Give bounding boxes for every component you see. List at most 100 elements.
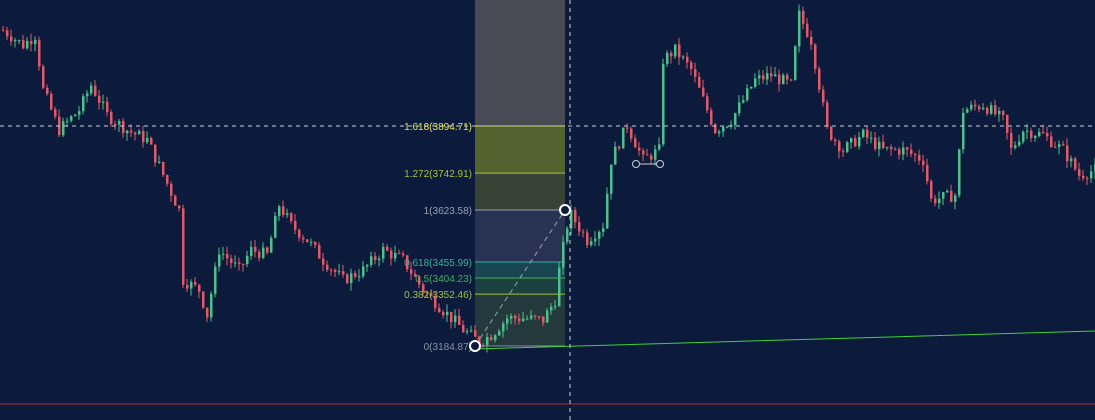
candle-body xyxy=(490,336,493,341)
candle-body xyxy=(670,52,673,57)
candle-body xyxy=(894,149,897,151)
candle-body xyxy=(142,130,145,143)
candle-body xyxy=(478,336,481,346)
candle-body xyxy=(642,150,645,155)
candle-body xyxy=(430,293,433,296)
candle-body xyxy=(566,228,569,242)
candle-body xyxy=(558,267,561,307)
candle-body xyxy=(954,195,957,202)
candle-body xyxy=(338,271,341,273)
candle-body xyxy=(570,209,573,229)
candle-body xyxy=(438,308,441,313)
candle-body xyxy=(462,325,465,333)
candle-body xyxy=(610,164,613,194)
candle-body xyxy=(510,315,513,319)
candle-body xyxy=(606,193,609,229)
candle-body xyxy=(974,104,977,107)
candle-body xyxy=(1038,131,1041,137)
candle-body xyxy=(1078,169,1081,176)
candle-body xyxy=(914,154,917,156)
fib-zone xyxy=(475,261,565,279)
candle-body xyxy=(878,141,881,150)
candle-body xyxy=(94,85,97,96)
candle-body xyxy=(714,124,717,134)
candle-body xyxy=(442,312,445,316)
candle-body xyxy=(342,271,345,275)
candle-body xyxy=(1042,131,1045,134)
candle-body xyxy=(690,62,693,70)
candle-body xyxy=(938,198,941,204)
candle-body xyxy=(26,40,29,49)
fib-zone xyxy=(475,210,565,262)
candle-body xyxy=(90,85,93,94)
candle-body xyxy=(110,112,113,124)
candle-body xyxy=(506,318,509,324)
candle-body xyxy=(830,126,833,140)
candle-body xyxy=(122,121,125,134)
candle-body xyxy=(634,138,637,148)
candle-body xyxy=(754,78,757,87)
candle-body xyxy=(242,263,245,265)
candle-body xyxy=(1062,144,1065,146)
candle-body xyxy=(1066,145,1069,162)
candle-body xyxy=(258,251,261,258)
fib-extension-zone xyxy=(475,0,565,127)
drawing-handle xyxy=(632,160,640,168)
candle-body xyxy=(118,121,121,125)
candle-body xyxy=(386,246,389,251)
candle-body xyxy=(546,310,549,323)
candle-body xyxy=(474,330,477,337)
candle-body xyxy=(10,36,13,42)
candle-body xyxy=(726,126,729,128)
candle-body xyxy=(234,262,237,264)
candle-body xyxy=(278,206,281,216)
fib-zone xyxy=(475,278,565,295)
candle-body xyxy=(782,75,785,85)
candle-body xyxy=(998,110,1001,115)
candle-body xyxy=(170,183,173,196)
candle-body xyxy=(834,139,837,142)
candle-body xyxy=(978,106,981,110)
candle-body xyxy=(662,63,665,145)
candle-body xyxy=(918,155,921,161)
candle-body xyxy=(970,104,973,110)
candle-body xyxy=(534,315,537,317)
candle-body xyxy=(2,30,5,32)
fib-anchor-handle[interactable] xyxy=(559,204,571,217)
candle-body xyxy=(706,96,709,111)
candle-body xyxy=(942,192,945,199)
candle-body xyxy=(422,284,425,293)
candle-body xyxy=(622,127,625,149)
candle-body xyxy=(362,266,365,277)
fib-anchor-handle[interactable] xyxy=(469,340,481,352)
candle-body xyxy=(1058,144,1061,148)
candle-body xyxy=(982,107,985,110)
candle-body xyxy=(130,130,133,133)
candle-body xyxy=(698,76,701,88)
candle-body xyxy=(378,258,381,260)
candle-body xyxy=(446,311,449,316)
candle-body xyxy=(854,138,857,147)
candle-body xyxy=(518,318,521,322)
candle-body xyxy=(590,241,593,246)
candle-body xyxy=(238,262,241,264)
candle-body xyxy=(514,315,517,319)
candle-body xyxy=(902,147,905,155)
candle-body xyxy=(410,269,413,274)
candle-body xyxy=(46,87,49,94)
candle-body xyxy=(454,315,457,323)
candle-body xyxy=(354,273,357,277)
candle-body xyxy=(102,101,105,103)
candle-body xyxy=(922,160,925,165)
fib-zone xyxy=(475,126,565,174)
candle-body xyxy=(266,247,269,253)
fib-level-label: 0(3184.87) xyxy=(424,342,472,353)
candle-body xyxy=(198,284,201,292)
candle-body xyxy=(774,74,777,77)
candle-body xyxy=(614,146,617,165)
candle-body xyxy=(382,246,385,259)
candle-body xyxy=(314,242,317,246)
candle-body xyxy=(62,121,65,136)
